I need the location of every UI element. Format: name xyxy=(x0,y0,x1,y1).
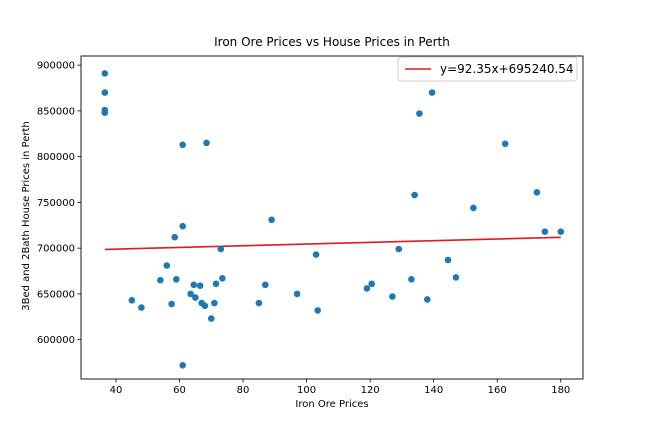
y-tick-label: 600000 xyxy=(37,335,75,346)
data-point xyxy=(389,293,396,300)
chart-title: Iron Ore Prices vs House Prices in Perth xyxy=(214,35,450,49)
y-tick-label: 750000 xyxy=(37,198,75,209)
data-point xyxy=(368,280,376,288)
data-point xyxy=(293,290,301,298)
data-point xyxy=(312,251,320,258)
data-point xyxy=(203,139,210,147)
x-tick-label: 140 xyxy=(424,385,443,396)
data-point xyxy=(424,296,431,303)
data-point xyxy=(179,362,186,369)
data-point xyxy=(196,282,204,290)
data-point xyxy=(211,299,218,307)
plot-area xyxy=(101,70,565,369)
data-point xyxy=(470,204,477,212)
data-point xyxy=(101,70,109,77)
data-point xyxy=(363,285,371,292)
data-point xyxy=(201,302,209,310)
data-point xyxy=(217,245,225,253)
y-tick-label: 800000 xyxy=(37,152,75,163)
regression-line xyxy=(104,236,561,251)
data-point xyxy=(557,228,565,235)
x-tick-label: 80 xyxy=(237,385,250,396)
data-point xyxy=(416,110,423,117)
legend-fit-label: y=92.35x+695240.54 xyxy=(440,62,574,76)
data-point xyxy=(452,274,460,281)
data-point xyxy=(163,262,171,269)
data-point xyxy=(179,222,186,230)
data-point xyxy=(255,299,263,307)
data-point xyxy=(541,228,549,235)
data-point xyxy=(101,89,109,96)
data-point xyxy=(190,281,198,289)
data-point xyxy=(101,109,109,116)
data-point xyxy=(395,245,403,253)
x-axis: 40 60 80 100 120 140 160 180 xyxy=(110,379,570,396)
data-point xyxy=(179,141,186,149)
data-point xyxy=(411,191,418,199)
legend: y=92.35x+695240.54 xyxy=(397,56,578,82)
data-point xyxy=(533,189,541,196)
data-point xyxy=(128,297,136,304)
x-tick-label: 120 xyxy=(361,385,380,396)
y-axis-label: 3Bed and 2Bath House Prices in Perth xyxy=(21,121,32,310)
data-point xyxy=(408,276,415,283)
y-tick-label: 900000 xyxy=(37,61,75,72)
y-tick-label: 700000 xyxy=(37,244,75,255)
data-point xyxy=(428,89,436,96)
data-point xyxy=(501,140,509,148)
x-tick-label: 100 xyxy=(297,385,316,396)
data-point xyxy=(314,307,322,314)
y-tick-label: 650000 xyxy=(37,289,75,300)
y-tick-label: 850000 xyxy=(37,106,75,117)
legend-box xyxy=(397,56,578,82)
data-point xyxy=(192,294,199,301)
data-point xyxy=(157,276,164,284)
data-point xyxy=(212,280,220,288)
plot-frame xyxy=(80,55,584,380)
x-tick-label: 60 xyxy=(173,385,186,396)
x-tick-label: 40 xyxy=(110,385,123,396)
data-point xyxy=(262,281,269,289)
x-axis-label: Iron Ore Prices xyxy=(295,399,368,410)
data-point xyxy=(173,276,180,283)
y-axis: 600000 650000 700000 750000 800000 850000 9000… xyxy=(37,61,81,346)
data-point xyxy=(171,233,178,241)
data-point xyxy=(444,256,452,264)
data-point xyxy=(219,275,226,282)
data-point xyxy=(268,216,275,224)
data-point xyxy=(168,300,175,308)
x-tick-label: 180 xyxy=(551,385,570,396)
data-point xyxy=(187,290,194,298)
data-point xyxy=(138,304,145,311)
x-tick-label: 160 xyxy=(488,385,507,396)
data-point xyxy=(208,315,215,322)
